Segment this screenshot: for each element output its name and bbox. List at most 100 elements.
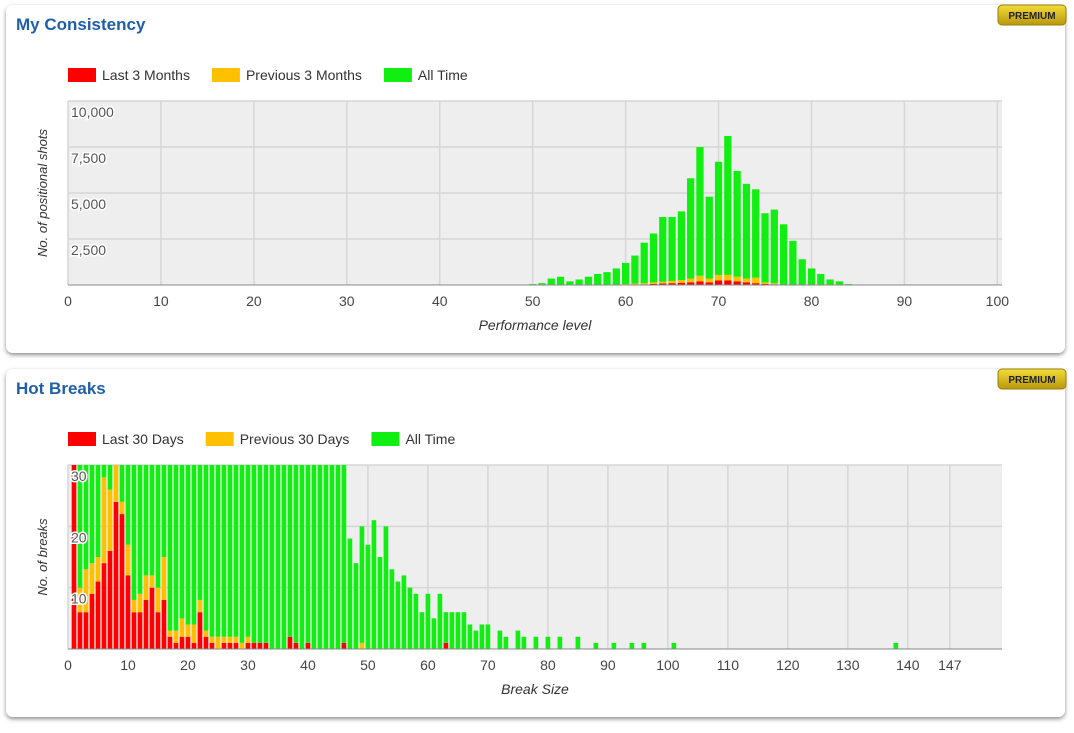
y-tick-label: 10,000	[71, 104, 114, 120]
bar-segment	[198, 600, 203, 612]
bar-segment	[678, 211, 685, 280]
y-tick-label: 2,500	[71, 242, 106, 258]
bar-segment	[687, 279, 694, 283]
y-axis-title: No. of positional shots	[35, 129, 50, 257]
x-tick-label: 147	[938, 657, 962, 673]
bar-segment	[650, 233, 657, 282]
bar-segment	[696, 281, 703, 285]
x-tick-label: 10	[120, 657, 136, 673]
legend-swatch	[371, 432, 399, 446]
bar-segment	[594, 274, 601, 285]
bar-segment	[390, 569, 395, 649]
bar-segment	[114, 502, 119, 649]
legend-label: Previous 30 Days	[240, 431, 350, 447]
bar-segment	[826, 279, 833, 285]
bar-segment	[546, 637, 551, 649]
bar-segment	[150, 575, 155, 587]
bar-segment	[696, 276, 703, 282]
bar-segment	[771, 283, 778, 284]
bar-segment	[715, 275, 722, 281]
y-axis-title: No. of breaks	[35, 518, 50, 596]
bar-segment	[548, 279, 555, 285]
x-tick-label: 90	[897, 293, 913, 309]
x-axis-title: Break Size	[501, 681, 569, 697]
bar-segment	[156, 612, 161, 649]
card-title: Hot Breaks	[16, 379, 106, 398]
bar-segment	[668, 217, 675, 281]
bar-segment	[836, 281, 843, 285]
bar-segment	[132, 600, 137, 612]
bar-segment	[108, 490, 113, 551]
bar-segment	[724, 275, 731, 281]
bar-segment	[252, 643, 257, 649]
bar-segment	[336, 459, 341, 649]
bar-segment	[789, 241, 796, 285]
x-tick-label: 110	[717, 657, 740, 673]
bar-segment	[566, 281, 573, 285]
bar-segment	[228, 637, 233, 643]
bar-segment	[288, 637, 293, 649]
bar-segment	[696, 147, 703, 276]
bar-segment	[780, 224, 787, 285]
bar-segment	[276, 440, 281, 649]
bar-segment	[96, 557, 101, 582]
bar-segment	[222, 637, 227, 643]
bar-segment	[817, 274, 824, 285]
bar-segment	[426, 594, 431, 649]
bar-segment	[204, 631, 209, 637]
bar-segment	[270, 434, 275, 649]
legend-label: Last 3 Months	[102, 67, 190, 83]
x-tick-label: 40	[300, 657, 316, 673]
bar-segment	[294, 440, 299, 642]
bar-segment	[408, 588, 413, 649]
bar-segment	[240, 643, 245, 649]
card-title: My Consistency	[16, 15, 146, 34]
bar-segment	[631, 256, 638, 284]
bar-segment	[893, 643, 898, 649]
bar-segment	[150, 588, 155, 649]
legend-swatch	[206, 432, 234, 446]
bar-segment	[630, 643, 635, 649]
bar-segment	[724, 280, 731, 285]
y-tick-label: 7,500	[71, 150, 106, 166]
bar-segment	[324, 453, 329, 649]
bar-segment	[90, 563, 95, 594]
x-tick-label: 50	[360, 657, 376, 673]
bar-segment	[180, 618, 185, 636]
bar-segment	[659, 282, 666, 284]
bar-segment	[576, 279, 583, 285]
x-tick-label: 20	[180, 657, 196, 673]
bar-segment	[743, 279, 750, 283]
bar-segment	[348, 539, 353, 649]
bar-segment	[354, 563, 359, 649]
bar-segment	[132, 612, 137, 649]
bar-segment	[486, 624, 491, 649]
bar-segment	[456, 612, 461, 649]
x-tick-label: 60	[618, 293, 634, 309]
bar-segment	[668, 281, 675, 283]
legend-swatch	[212, 68, 240, 82]
bar-segment	[672, 643, 677, 649]
bar-segment	[450, 612, 455, 649]
bar-segment	[264, 643, 269, 649]
bar-segment	[168, 631, 173, 637]
bar-segment	[138, 594, 143, 612]
bar-segment	[576, 637, 581, 649]
bar-segment	[102, 563, 107, 649]
bar-segment	[138, 612, 143, 649]
bar-segment	[222, 643, 227, 649]
bar-segment	[384, 526, 389, 649]
x-tick-label: 60	[420, 657, 436, 673]
x-tick-label: 10	[153, 293, 169, 309]
bar-segment	[808, 268, 815, 285]
bar-segment	[402, 575, 407, 649]
x-tick-label: 0	[64, 657, 72, 673]
bar-segment	[622, 263, 629, 284]
x-tick-label: 130	[836, 657, 860, 673]
bar-segment	[504, 637, 509, 649]
bar-segment	[144, 575, 149, 600]
bar-segment	[258, 643, 263, 649]
bar-segment	[174, 631, 179, 643]
bar-segment	[180, 637, 185, 649]
